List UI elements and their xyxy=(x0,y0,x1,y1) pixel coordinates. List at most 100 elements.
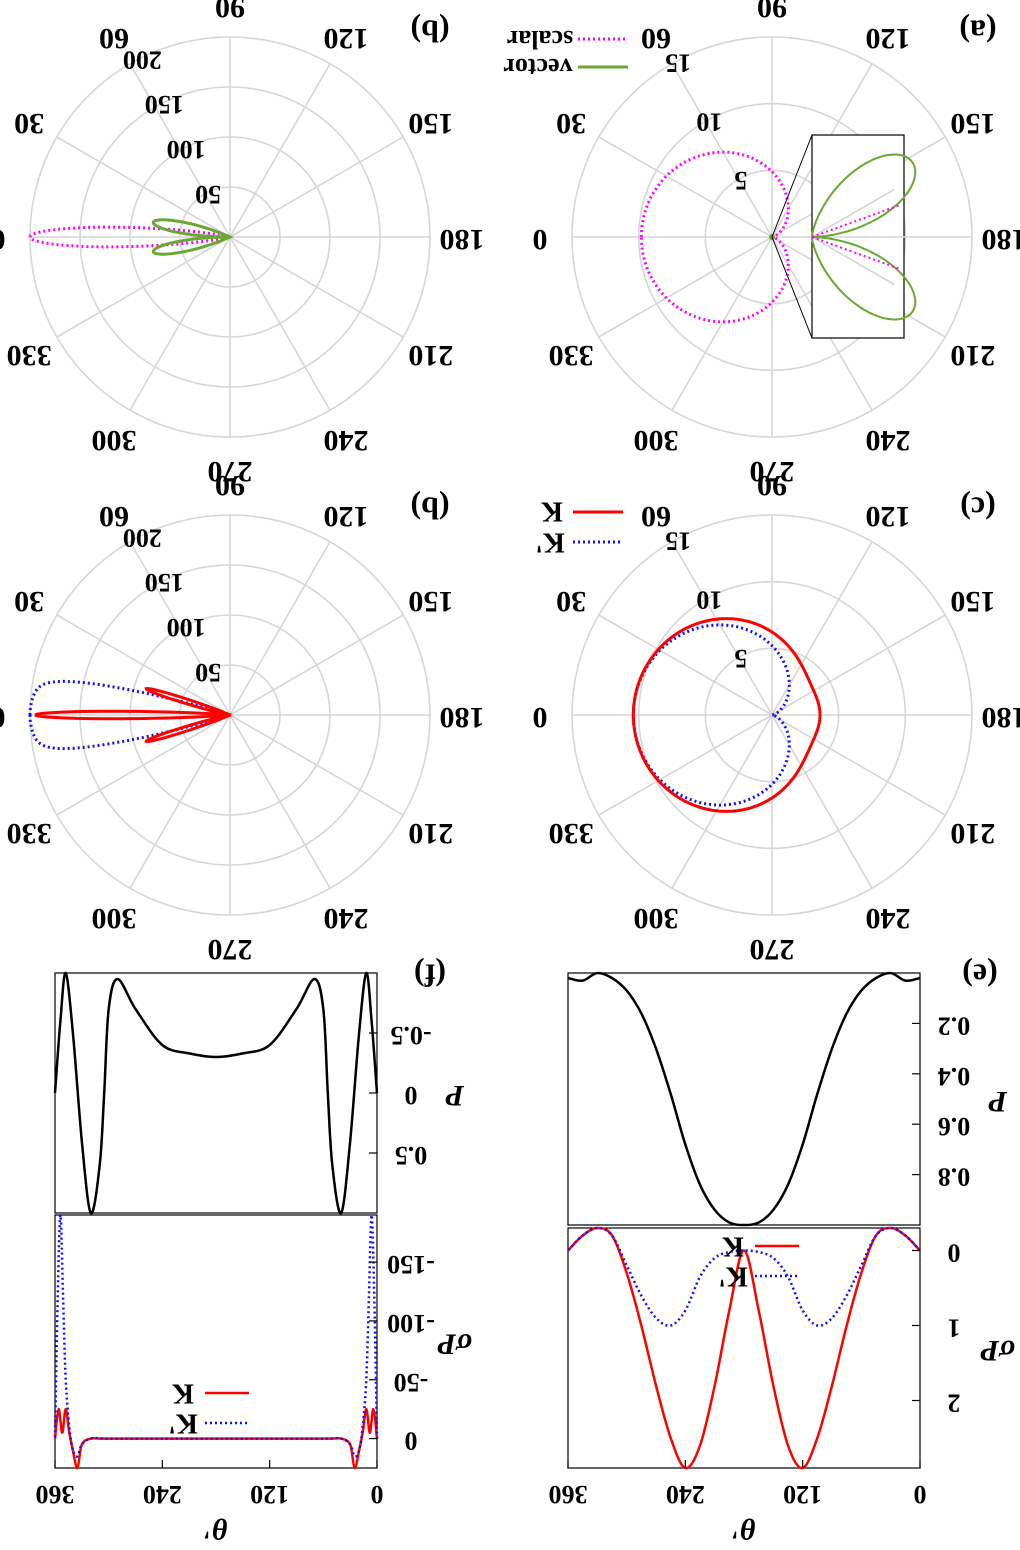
panel-f-sigma-xtick-0: 0 xyxy=(371,1480,384,1509)
panel-e-sigma-ytick-0: 0 xyxy=(948,1239,961,1268)
panel-e-P-series-P xyxy=(567,971,921,1227)
panel-b-mid-grid-spoke-210 xyxy=(229,714,404,816)
panel-b-top-grid-spoke-150 xyxy=(229,136,404,238)
panel-c-grid-spoke-240 xyxy=(771,714,873,889)
panel-b-top-angle-label-270: 270 xyxy=(208,455,253,488)
panel-a-angle-label-120: 120 xyxy=(866,22,911,55)
panel-e-sigma-series-K xyxy=(567,1226,921,1470)
panel-c-angle-label-210: 210 xyxy=(950,817,995,850)
panel-c-radial-tick-5: 5 xyxy=(734,644,747,673)
panel-c-angle-label-300: 300 xyxy=(634,902,679,935)
panel-b-mid-grid-spoke-330 xyxy=(56,714,231,816)
panel-a-angle-label-210: 210 xyxy=(950,339,995,372)
panel-e-sigma-ytick-1: 1 xyxy=(948,1314,961,1343)
panel-a-radial-tick-5: 5 xyxy=(734,166,747,195)
panel-a-inset-connector-bottom xyxy=(771,236,813,339)
panel-c-angle-label-0: 0 xyxy=(533,701,548,734)
panel-e-P-ytick-0.8: 0.8 xyxy=(938,1163,971,1192)
panel-f-sigma-ytick-0: 0 xyxy=(405,1427,418,1456)
panel-e-sigma-ytick-2: 2 xyxy=(948,1389,961,1418)
panel-c-radial-tick-10: 10 xyxy=(696,585,722,614)
panel-c-angle-label-180: 180 xyxy=(982,701,1020,734)
panel-a-angle-label-90: 90 xyxy=(757,0,787,24)
panel-b-top-angle-label-180: 180 xyxy=(440,223,485,256)
panel-b-mid-angle-label-300: 300 xyxy=(92,902,137,935)
panel-b-mid-angle-label-30: 30 xyxy=(14,585,44,618)
panel-a-angle-label-60: 60 xyxy=(641,22,671,55)
panel-f-sigma: -150 -100 -50 00 120 240 360 σP θ' KK' xyxy=(36,1213,472,1545)
panel-b-top-grid-spoke-30 xyxy=(56,136,231,238)
panel-c-radial-tick-15: 15 xyxy=(665,526,691,555)
panel-a-angle-label-0: 0 xyxy=(533,223,548,256)
panel-b-mid-grid-spoke-240 xyxy=(229,714,331,889)
panel-b-mid-radial-tick-50: 50 xyxy=(195,658,221,687)
panel-b-mid-radial-tick-200: 200 xyxy=(123,523,162,552)
panel-b-top-angle-label-90: 90 xyxy=(215,0,245,24)
panel-c-grid-spoke-300 xyxy=(671,714,773,889)
panel-f-P-ytick-0.5: 0.5 xyxy=(395,1141,428,1170)
panel-e-P-title: (e) xyxy=(962,958,998,994)
panel-a-grid-spoke-330 xyxy=(598,236,773,338)
panel-c-angle-label-240: 240 xyxy=(866,902,911,935)
panel-b-mid-grid-spoke-300 xyxy=(129,714,231,889)
panel-a-angle-label-30: 30 xyxy=(556,107,586,140)
panel-e-sigma-frame xyxy=(567,1227,921,1469)
panel-f-P-ytick--0.5: -0.5 xyxy=(390,1021,431,1050)
panel-b-mid-grid-spoke-120 xyxy=(229,541,331,716)
panel-e-P-frame xyxy=(567,972,921,1226)
panel-c-grid-spoke-330 xyxy=(598,714,773,816)
panel-e-sigma-xtick-240: 240 xyxy=(666,1480,705,1509)
panel-f-sigma-ytick--100: -100 xyxy=(387,1309,435,1338)
panel-b-mid-K-curve xyxy=(34,686,232,744)
panel-f-sigma-series-Kprime xyxy=(53,1213,379,1458)
panel-b-mid-angle-label-180: 180 xyxy=(440,701,485,734)
panel-c-legend-K-label: K xyxy=(541,496,563,527)
panel-a-legend-vector-label: vector xyxy=(503,53,572,82)
panel-b-mid: 0 30 60 90 120 150 180 210 240 270 300 330 50 100 150 2… xyxy=(0,469,485,966)
panel-b-top-angle-label-210: 210 xyxy=(408,339,453,372)
panel-b-top-angle-label-300: 300 xyxy=(92,424,137,457)
panel-b-mid-angle-label-150: 150 xyxy=(408,585,453,618)
panel-e-sigma-xtick-0: 0 xyxy=(914,1480,927,1509)
panel-a-inset-scalar-upper xyxy=(811,203,902,238)
panel-b-mid-angle-label-120: 120 xyxy=(324,500,369,533)
panel-b-top-angle-label-240: 240 xyxy=(324,424,369,457)
panel-e-sigma-legend-label-Kprime: K' xyxy=(718,1261,748,1292)
panel-b-mid-angle-label-270: 270 xyxy=(208,933,253,966)
panel-c-grid-spoke-30 xyxy=(598,614,773,716)
panel-c-grid-spoke-150 xyxy=(771,614,946,716)
panel-label-b_top: (b) xyxy=(410,14,449,50)
panel-b-top-angle-label-60: 60 xyxy=(99,22,129,55)
panel-b-top-grid-spoke-60 xyxy=(129,63,231,238)
panel-c-grid-spoke-210 xyxy=(771,714,946,816)
panel-a-inset-spoke-210 xyxy=(811,236,895,286)
panel-f-sigma-legend: KK' xyxy=(168,1378,249,1439)
panel-a-angle-label-150: 150 xyxy=(950,107,995,140)
panel-b-top-grid-spoke-300 xyxy=(129,236,231,411)
panel-a-angle-label-240: 240 xyxy=(866,424,911,457)
panel-c: 0 30 60 90 120 150 180 210 240 270 300 330 5 10 15 (c) K… xyxy=(533,469,1020,966)
panel-a-inset xyxy=(771,134,917,339)
panel-a-angle-label-300: 300 xyxy=(634,424,679,457)
panel-b-mid-angle-label-240: 240 xyxy=(324,902,369,935)
panel-a-radial-tick-15: 15 xyxy=(665,48,691,77)
panel-b-mid-angle-label-90: 90 xyxy=(215,469,245,502)
panel-b-mid-angle-label-210: 210 xyxy=(408,817,453,850)
panel-b-mid-radial-tick-150: 150 xyxy=(145,568,184,597)
panel-c-angle-label-30: 30 xyxy=(556,585,586,618)
panel-b-mid-grid-spoke-60 xyxy=(129,541,231,716)
panel-c-angle-label-330: 330 xyxy=(549,817,594,850)
panel-e-sigma-legend: KK' xyxy=(718,1231,799,1292)
panel-c-grid-spoke-60 xyxy=(671,541,773,716)
panel-b-mid-radial-tick-100: 100 xyxy=(167,613,206,642)
panel-b-top-radial-tick-200: 200 xyxy=(123,45,162,74)
panel-a-inset-connector-top xyxy=(771,134,813,238)
panel-a: 0 30 60 90 120 150 180 210 240 270 300 330 5 10 15 (a) s… xyxy=(503,0,1020,488)
panel-label-c: (c) xyxy=(960,491,996,527)
panel-e-P-ylabel: P xyxy=(988,1085,1008,1118)
panel-b-top-grid-spoke-210 xyxy=(229,236,404,338)
panel-b-top-angle-label-330: 330 xyxy=(7,339,52,372)
panel-f-sigma-xtick-120: 120 xyxy=(250,1480,289,1509)
panel-e-P-ytick-0.6: 0.6 xyxy=(938,1112,971,1141)
